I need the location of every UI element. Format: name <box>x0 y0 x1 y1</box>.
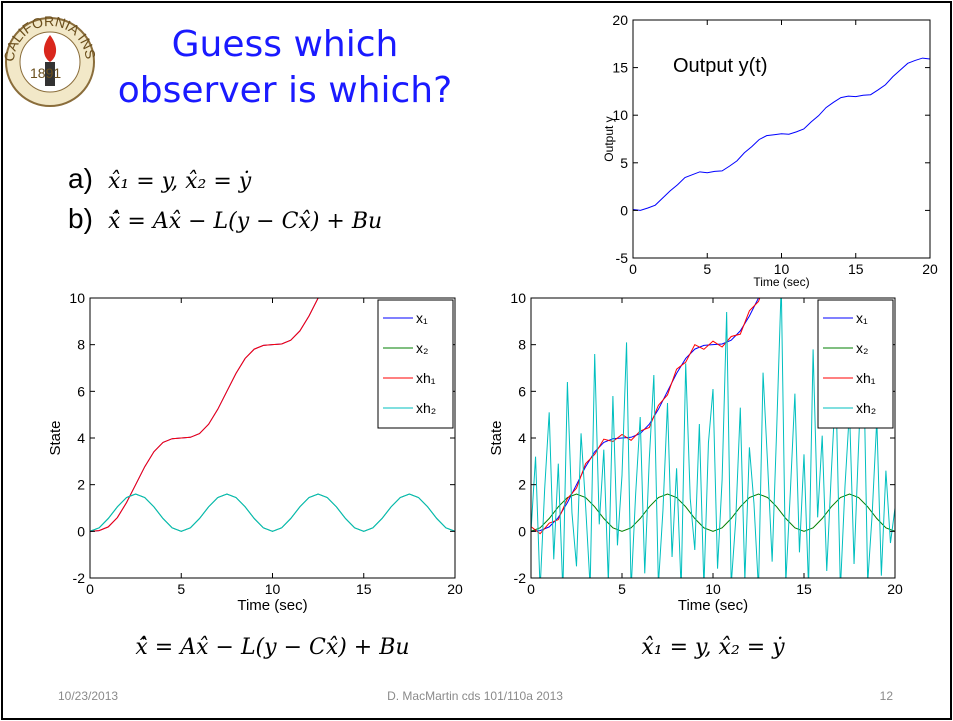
x-axis-label: Time (sec) <box>753 275 809 289</box>
x-tick-label: 15 <box>356 581 372 597</box>
x-tick-label: 0 <box>629 261 637 277</box>
legend-label: x₁ <box>856 310 868 326</box>
legend-label: x₂ <box>416 340 428 356</box>
data-line <box>90 298 319 532</box>
legend-label: x₂ <box>856 340 868 356</box>
y-tick-label: 10 <box>612 107 628 123</box>
y-tick-label: 0 <box>620 202 628 218</box>
legend-box <box>817 299 894 429</box>
y-tick-label: 8 <box>518 337 526 353</box>
y-axis-label: State <box>488 420 505 455</box>
y-axis-label: State <box>47 420 64 455</box>
y-tick-label: 2 <box>518 477 526 493</box>
footer-author: D. MacMartin cds 101/110a 2013 <box>387 689 563 703</box>
y-tick-label: 6 <box>77 383 85 399</box>
x-axis-label: Time (sec) <box>237 597 307 614</box>
y-tick-label: 15 <box>612 60 628 76</box>
x-tick-label: 10 <box>265 581 281 597</box>
logo-torch <box>45 62 55 86</box>
x-tick-label: 5 <box>703 261 711 277</box>
footer-page: 12 <box>880 689 894 703</box>
y-tick-label: -2 <box>73 570 86 586</box>
legend-label: xh₁ <box>416 370 436 386</box>
y-tick-label: 6 <box>518 383 526 399</box>
item-label: b) <box>68 203 93 234</box>
footer-date: 10/23/2013 <box>58 689 118 703</box>
legend-box <box>377 299 454 429</box>
data-line <box>531 298 761 535</box>
y-tick-label: 20 <box>612 12 628 28</box>
plot-area <box>633 20 930 258</box>
legend-label: xh₂ <box>416 400 436 416</box>
y-tick-label: 4 <box>77 430 85 446</box>
y-tick-label: 0 <box>77 523 85 539</box>
x-tick-label: 10 <box>774 261 790 277</box>
logo-year: 1891 <box>30 65 61 81</box>
x-tick-label: 0 <box>86 581 94 597</box>
data-line <box>633 57 930 211</box>
x-tick-label: 20 <box>447 581 463 597</box>
legend-label: xh₁ <box>856 370 876 386</box>
x-tick-label: 5 <box>618 581 626 597</box>
y-tick-label: -5 <box>616 250 629 266</box>
x-tick-label: 15 <box>796 581 812 597</box>
item-formula: x̂₁ = y, x̂₂ = ẏ <box>108 169 252 194</box>
y-tick-label: 10 <box>510 290 526 306</box>
y-tick-label: 8 <box>77 337 85 353</box>
x-tick-label: 20 <box>887 581 903 597</box>
title-box: Guess which observer is which? <box>117 24 453 111</box>
x-tick-label: 5 <box>177 581 185 597</box>
y-tick-label: 5 <box>620 155 628 171</box>
item-label: a) <box>68 163 93 194</box>
y-tick-label: -2 <box>514 570 527 586</box>
caption: x̂₁ = y, x̂₂ = ẏ <box>641 635 785 660</box>
legend-label: xh₂ <box>856 400 876 416</box>
item-formula: x̂̇ = Ax̂ − L(y − Cx̂) + Bu <box>108 209 382 234</box>
slide-title: Guess which observer is which? <box>117 24 453 111</box>
x-tick-label: 0 <box>527 581 535 597</box>
items: a) x̂₁ = y, x̂₂ = ẏ b) x̂̇ = Ax̂ − L(y −… <box>68 163 382 234</box>
x-axis-label: Time (sec) <box>678 597 748 614</box>
x-tick-label: 20 <box>922 261 938 277</box>
data-line <box>90 493 455 532</box>
y-tick-label: 4 <box>518 430 526 446</box>
y-axis-label: Output y <box>602 116 616 161</box>
logo-flame <box>43 35 57 62</box>
y-tick-label: 10 <box>69 290 85 306</box>
y-tick-label: 0 <box>518 523 526 539</box>
x-tick-label: 10 <box>705 581 721 597</box>
x-tick-label: 15 <box>848 261 864 277</box>
annotation: Output y(t) <box>673 55 767 77</box>
caption: x̂̇ = Ax̂ − L(y − Cx̂) + Bu <box>135 635 409 660</box>
y-tick-label: 2 <box>77 477 85 493</box>
legend-label: x₁ <box>416 310 428 326</box>
